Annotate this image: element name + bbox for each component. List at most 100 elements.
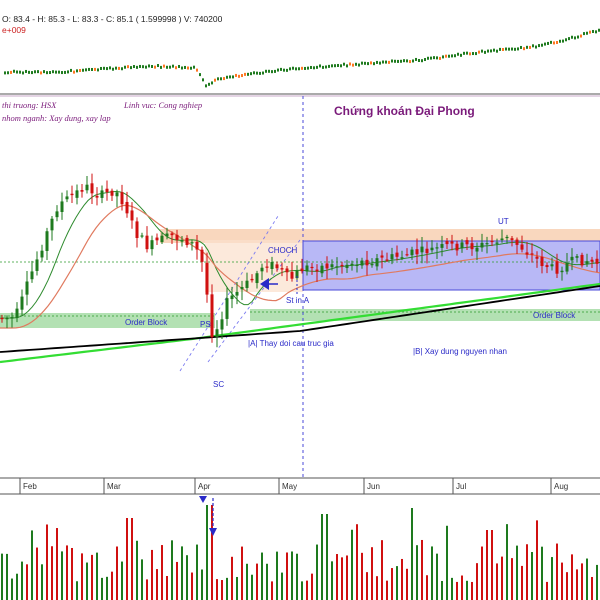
candle-body	[270, 262, 274, 269]
volume-bar	[376, 576, 378, 600]
candle	[75, 184, 79, 205]
overview-candle	[73, 70, 75, 74]
candle-body	[230, 295, 234, 300]
volume-bar	[6, 553, 8, 600]
volume-bar	[221, 580, 223, 600]
candle-body	[65, 196, 69, 200]
volume-bar	[461, 575, 463, 600]
overview-candle	[10, 70, 12, 74]
candle-body	[540, 256, 544, 267]
overview-candle	[271, 70, 273, 74]
candle	[65, 190, 69, 203]
candle-body	[590, 259, 594, 262]
candle-body	[340, 264, 344, 267]
candle-body	[520, 244, 524, 250]
overview-candle	[397, 59, 399, 63]
candle-body	[100, 190, 104, 198]
candle-body	[115, 192, 119, 197]
candle	[520, 235, 524, 253]
overview-candle	[91, 67, 93, 71]
volume-bar	[556, 543, 558, 600]
overview-candle	[154, 65, 156, 69]
candle-body	[110, 190, 114, 196]
overview-candle	[40, 71, 42, 75]
overview-candle	[259, 71, 261, 75]
candle-body	[355, 264, 359, 267]
overview-candle	[454, 54, 456, 58]
volume-bar	[21, 561, 23, 600]
candle	[5, 315, 9, 329]
overview-candle	[370, 61, 372, 65]
volume-bar	[36, 547, 38, 600]
candle-body	[15, 308, 19, 319]
overview-candle	[286, 68, 288, 72]
overview-candle	[328, 64, 330, 68]
candle	[490, 234, 494, 247]
candle-body	[400, 257, 404, 259]
candle	[545, 262, 549, 274]
channel-lower-line	[179, 215, 279, 372]
volume-bar	[231, 556, 233, 600]
candle	[415, 238, 419, 265]
candle-body	[580, 254, 584, 266]
overview-candle	[322, 65, 324, 69]
candle	[530, 243, 534, 263]
volume-bar	[431, 546, 433, 600]
volume-bar	[96, 552, 98, 600]
candle-body	[365, 259, 369, 266]
overview-candle	[586, 31, 588, 35]
candle-body	[210, 294, 214, 338]
candle	[290, 261, 294, 282]
overview-candle	[142, 65, 144, 69]
candle	[15, 302, 19, 323]
overview-candle	[409, 60, 411, 64]
overview-candle	[58, 70, 60, 74]
overview-candle	[100, 66, 102, 70]
overview-candle	[556, 41, 558, 45]
overview-candle	[388, 60, 390, 64]
volume-bar	[86, 562, 88, 600]
candle	[400, 250, 404, 261]
volume-bar	[66, 545, 68, 600]
candle	[125, 191, 129, 218]
volume-bar	[566, 572, 568, 600]
candle	[300, 258, 304, 274]
candle-body	[320, 265, 324, 274]
overview-candle	[589, 30, 591, 34]
candle-body	[80, 190, 84, 192]
overview-candle	[52, 70, 54, 74]
sector-label: Linh vuc: Cong nghiep	[123, 100, 202, 110]
overview-candle	[148, 64, 150, 68]
volume-bar	[406, 568, 408, 600]
overview-candle	[577, 35, 579, 39]
candle-body	[405, 254, 409, 256]
candle	[60, 192, 64, 220]
overview-candle	[421, 59, 423, 63]
candle	[325, 256, 329, 280]
candle-body	[140, 235, 144, 237]
volume-bar	[61, 551, 63, 600]
candle	[235, 281, 239, 305]
candle	[525, 242, 529, 259]
overview-candle	[34, 70, 36, 74]
volume-bar	[481, 546, 483, 600]
overview-candle	[229, 75, 231, 79]
candle-body	[40, 250, 44, 258]
volume-bar	[291, 551, 293, 600]
candle	[440, 235, 444, 257]
candle	[485, 236, 489, 254]
candle-body	[505, 236, 509, 239]
overview-candle	[280, 67, 282, 71]
overview-candle	[538, 44, 540, 48]
candle	[90, 173, 94, 205]
overview-candle	[268, 69, 270, 73]
candle-body	[275, 264, 279, 269]
candle-body	[35, 259, 39, 271]
overview-candle	[61, 71, 63, 75]
overview-candle	[298, 67, 300, 71]
overview-candle	[247, 72, 249, 76]
scale-readout: e+009	[2, 25, 26, 35]
volume-bar	[501, 556, 503, 600]
overview-candle	[529, 45, 531, 49]
candle	[130, 202, 134, 229]
